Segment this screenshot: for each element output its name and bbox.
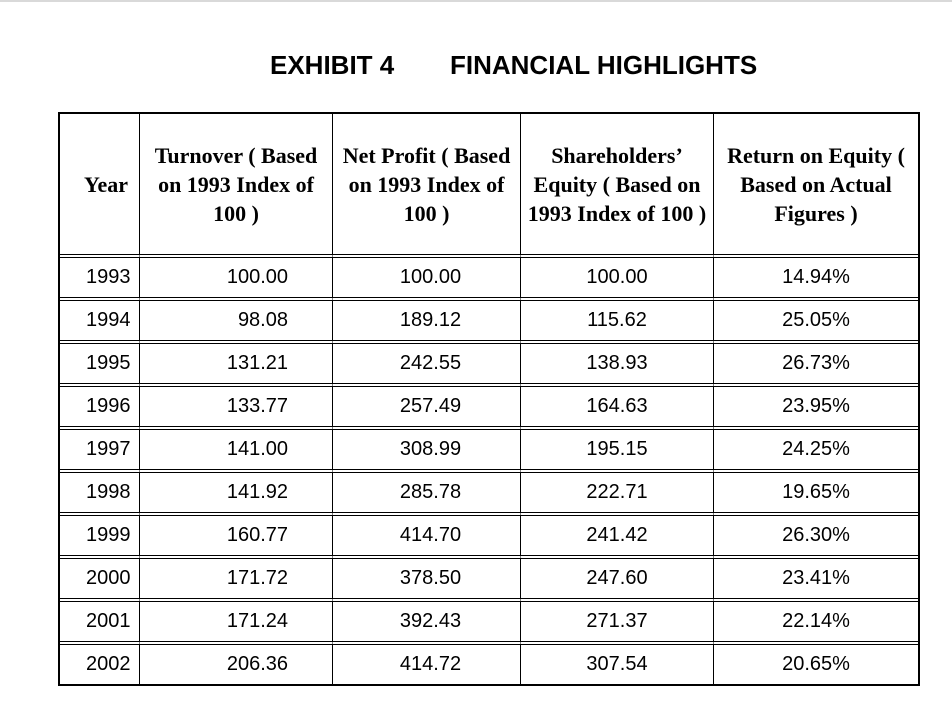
table-row: 1997 141.00 308.99 195.15 24.25% [60,430,918,473]
cell-year: 2000 [60,559,140,602]
cell-roe: 22.14% [714,602,918,645]
cell-year: 2002 [60,645,140,684]
cell-year: 1997 [60,430,140,473]
cell-turnover: 141.92 [140,473,333,516]
header-net-profit: Net Profit ( Based on 1993 Index of 100 … [333,114,521,258]
cell-turnover: 141.00 [140,430,333,473]
cell-turnover: 171.72 [140,559,333,602]
cell-net-profit: 242.55 [333,344,521,387]
exhibit-title: EXHIBIT 4 FINANCIAL HIGHLIGHTS [0,50,952,82]
header-return-on-equity: Return on Equity ( Based on Actual Figur… [714,114,918,258]
cell-turnover: 206.36 [140,645,333,684]
table-row: 1995 131.21 242.55 138.93 26.73% [60,344,918,387]
table-row: 1998 141.92 285.78 222.71 19.65% [60,473,918,516]
cell-roe: 20.65% [782,653,850,675]
cell-equity: 115.62 [521,301,714,344]
cell-turnover: 160.77 [140,516,333,559]
cell-year: 1993 [60,258,140,301]
cell-equity: 241.42 [521,516,714,559]
table-row: 1996 133.77 257.49 164.63 23.95% [60,387,918,430]
cell-turnover: 100.00 [140,258,333,301]
cell-roe: 23.95% [714,387,918,430]
cell-net-profit: 414.70 [333,516,521,559]
header-shareholders-equity: Shareholders’ Equity ( Based on 1993 Ind… [521,114,714,258]
cell-equity: 307.54 [521,645,714,684]
cell-year: 1996 [60,387,140,430]
page-top-border [0,0,952,2]
cell-year: 1994 [60,301,140,344]
cell-turnover: 133.77 [140,387,333,430]
cell-roe: 24.25% [714,430,918,473]
cell-equity: 222.71 [521,473,714,516]
cell-year: 1999 [60,516,140,559]
cell-year: 1998 [60,473,140,516]
cell-equity: 247.60 [521,559,714,602]
table-row: 1993 100.00 100.00 100.00 14.94% [60,258,918,301]
table-row: 1994 98.08 189.12 115.62 25.05% [60,301,918,344]
cell-year: 2001 [60,602,140,645]
financial-highlights-table: Year Turnover ( Based on 1993 Index of 1… [58,112,920,686]
exhibit-heading: FINANCIAL HIGHLIGHTS [450,50,758,80]
table-row: 2002 206.36 414.72 307.54 20.65% [60,645,918,684]
header-row: Year Turnover ( Based on 1993 Index of 1… [60,114,918,258]
cell-turnover: 131.21 [140,344,333,387]
cell-roe: 25.05% [714,301,918,344]
cell-roe: 26.30% [714,516,918,559]
cell-net-profit: 378.50 [333,559,521,602]
cell-net-profit: 392.43 [333,602,521,645]
table-body: 1993 100.00 100.00 100.00 14.94% 1994 98.08 189… [60,258,918,684]
table-row: 2000 171.72 378.50 247.60 23.41% [60,559,918,602]
table-row: 2001 171.24 392.43 271.37 22.14% [60,602,918,645]
header-turnover: Turnover ( Based on 1993 Index of 100 ) [140,114,333,258]
cell-turnover: 98.08 [140,301,333,344]
cell-roe: 19.65% [714,473,918,516]
cell-equity: 164.63 [521,387,714,430]
header-year: Year [60,114,140,258]
cell-equity: 195.15 [521,430,714,473]
table-row: 1999 160.77 414.70 241.42 26.30% [60,516,918,559]
cell-net-profit: 189.12 [333,301,521,344]
cell-roe: 26.73% [714,344,918,387]
cell-roe: 23.41% [714,559,918,602]
cell-net-profit: 100.00 [333,258,521,301]
cell-roe: 14.94% [714,258,918,301]
cell-net-profit: 257.49 [333,387,521,430]
cell-net-profit: 414.72 [333,645,521,684]
table-header: Year Turnover ( Based on 1993 Index of 1… [60,114,918,258]
cell-net-profit: 308.99 [333,430,521,473]
exhibit-number: EXHIBIT 4 [270,50,395,80]
cell-net-profit: 285.78 [333,473,521,516]
cell-equity: 271.37 [521,602,714,645]
cell-turnover: 171.24 [140,602,333,645]
cell-equity: 138.93 [521,344,714,387]
cell-equity: 100.00 [521,258,714,301]
cell-year: 1995 [60,344,140,387]
